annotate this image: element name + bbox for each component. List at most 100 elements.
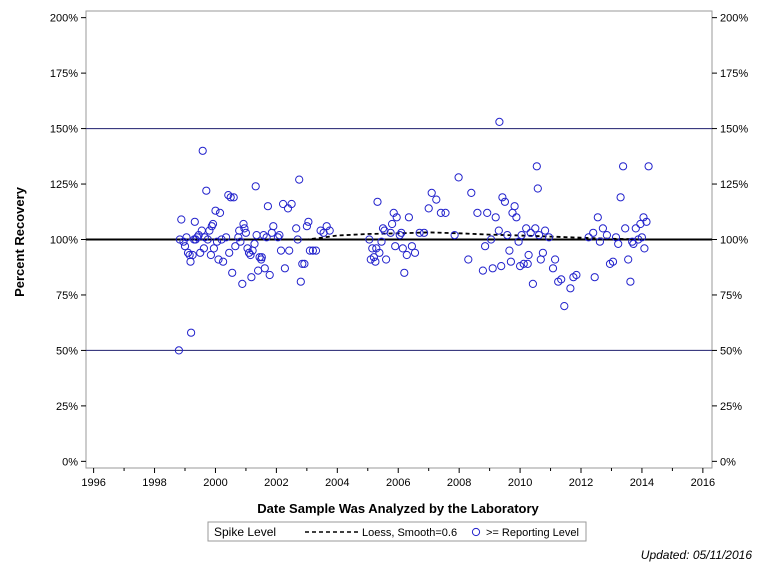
data-point xyxy=(473,208,482,217)
data-point xyxy=(420,228,429,237)
data-point xyxy=(212,237,222,246)
y-axis-left: 0% 25% 50% 75% 100% 125% 150% 175% 200% xyxy=(50,13,86,468)
data-point xyxy=(602,231,612,240)
data-point xyxy=(566,284,575,293)
data-point xyxy=(395,231,404,240)
data-point xyxy=(410,248,420,257)
data-point xyxy=(243,244,252,253)
data-point xyxy=(415,228,424,237)
data-point xyxy=(188,250,197,260)
y-tick-label-left: 0% xyxy=(62,456,78,468)
data-point xyxy=(275,231,284,240)
y-tick-label-right: 150% xyxy=(720,124,748,136)
x-axis: 1996 1998 2000 2002 2004 2006 2008 2010 2012 2014… xyxy=(81,468,715,489)
y-tick-label-left: 75% xyxy=(56,290,78,302)
data-point xyxy=(255,253,264,262)
x-tick-label: 1996 xyxy=(81,477,105,489)
data-point xyxy=(614,239,623,248)
data-point xyxy=(174,346,183,355)
data-point xyxy=(260,264,269,273)
data-point xyxy=(183,248,193,257)
data-point xyxy=(400,268,409,277)
data-point xyxy=(503,231,512,240)
data-point xyxy=(229,193,238,202)
data-point xyxy=(217,235,226,244)
data-point xyxy=(464,255,473,264)
data-point xyxy=(293,235,302,244)
x-tick-label: 2014 xyxy=(630,477,654,489)
data-point xyxy=(497,262,506,271)
x-tick-label: 2012 xyxy=(569,477,593,489)
data-point xyxy=(621,224,630,233)
data-point xyxy=(532,162,541,171)
data-point xyxy=(398,244,407,253)
data-point xyxy=(208,219,218,229)
x-tick-label: 2008 xyxy=(447,477,471,489)
data-point xyxy=(182,233,191,242)
data-point xyxy=(203,235,212,244)
x-axis-label: Date Sample Was Analyzed by the Laborato… xyxy=(257,501,539,516)
y-tick-label-left: 200% xyxy=(50,13,78,25)
data-point xyxy=(375,248,384,257)
legend-loess-label: Loess, Smooth=0.6 xyxy=(362,527,457,539)
data-point xyxy=(494,226,503,235)
y-tick-label-left: 150% xyxy=(50,124,78,136)
data-point xyxy=(629,239,638,248)
data-point xyxy=(305,246,314,255)
data-point xyxy=(295,175,304,184)
data-point xyxy=(373,197,382,206)
legend-title: Spike Level xyxy=(214,525,276,539)
y-tick-label-right: 125% xyxy=(720,179,748,191)
data-point xyxy=(522,224,531,233)
data-point xyxy=(526,228,535,237)
data-point xyxy=(214,255,223,264)
x-tick-label: 2000 xyxy=(203,477,227,489)
data-point xyxy=(548,264,558,273)
data-point xyxy=(298,259,307,268)
data-point xyxy=(432,195,441,204)
data-point xyxy=(263,202,272,211)
y-tick-label-right: 200% xyxy=(720,13,748,25)
data-point xyxy=(300,259,309,268)
data-point xyxy=(519,259,528,268)
data-point xyxy=(427,188,436,197)
data-point xyxy=(239,219,248,229)
data-point xyxy=(285,246,294,255)
data-point xyxy=(517,231,526,240)
data-point xyxy=(179,237,188,246)
data-point xyxy=(207,222,216,231)
data-point xyxy=(505,246,514,255)
data-point xyxy=(211,206,220,215)
data-point xyxy=(488,264,497,273)
data-point xyxy=(491,213,500,222)
data-point xyxy=(640,244,649,253)
data-point xyxy=(631,224,640,233)
data-point xyxy=(590,273,599,282)
data-point xyxy=(199,244,208,253)
data-point xyxy=(523,259,532,268)
x-tick-label: 2010 xyxy=(508,477,532,489)
data-point xyxy=(296,277,305,286)
data-point xyxy=(404,213,413,222)
data-point xyxy=(450,231,459,240)
data-point xyxy=(236,237,245,246)
data-point xyxy=(273,233,282,242)
data-point xyxy=(219,257,228,266)
data-point xyxy=(397,228,406,237)
data-point xyxy=(206,250,215,260)
data-point xyxy=(544,233,554,242)
data-point xyxy=(514,237,523,246)
data-point xyxy=(534,231,544,240)
data-point xyxy=(551,255,560,264)
y-tick-label-right: 25% xyxy=(720,401,742,413)
data-point xyxy=(215,208,225,217)
data-point xyxy=(512,213,521,222)
data-point xyxy=(311,246,321,255)
data-point xyxy=(608,257,618,266)
data-point xyxy=(225,248,234,257)
data-point xyxy=(224,191,233,200)
data-point xyxy=(177,215,186,224)
data-point xyxy=(557,275,566,284)
data-point xyxy=(392,213,401,222)
